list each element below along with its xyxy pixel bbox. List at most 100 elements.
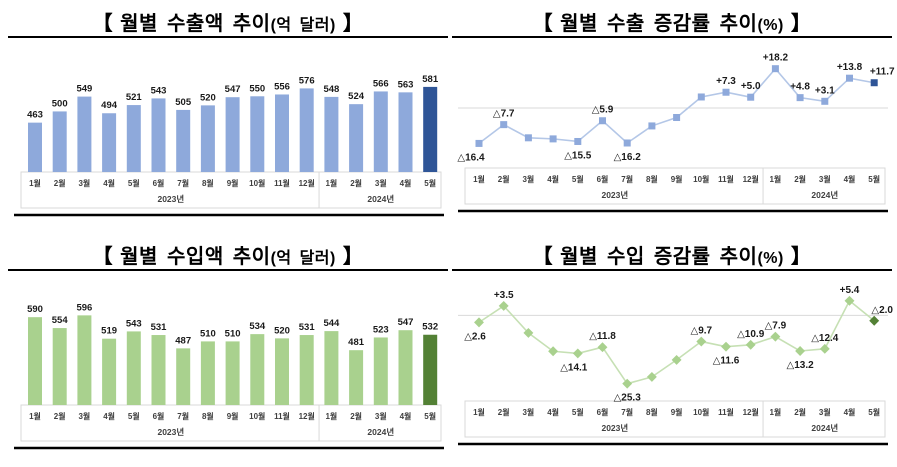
point-label: △11.8 (589, 331, 616, 342)
data-point (500, 121, 508, 129)
month-label: 9월 (227, 411, 239, 421)
month-label: 8월 (646, 174, 658, 184)
export-growth-title: 【 월별 수출 증감률 추이(%) 】 (452, 2, 892, 38)
bar (398, 92, 413, 172)
title-unit: (%) (757, 17, 784, 34)
year-label: 2024년 (367, 194, 394, 204)
title-close-bracket: 】 (342, 246, 364, 268)
month-label: 2월 (498, 407, 510, 417)
bar-value-label: 543 (151, 85, 167, 96)
month-label: 2월 (54, 178, 66, 188)
bar-value-label: 590 (27, 304, 43, 315)
bar-value-label: 523 (373, 324, 389, 335)
bar-value-label: 487 (175, 335, 191, 346)
export-amount-svg: 1월 2월 3월 4월 5월 6월 7월 8월 9월 10월 11월 12월 1월 2월 3월 4월 5월 202… (14, 74, 444, 217)
title-open-bracket: 【 (92, 246, 114, 268)
month-label: 4월 (400, 411, 412, 421)
data-point (622, 378, 633, 389)
point-label: △14.1 (560, 362, 588, 373)
import-amount-title: 【 월별 수입액 추이(억 달러) 】 (8, 235, 448, 271)
bar (299, 88, 314, 172)
bar-value-label: 563 (398, 79, 414, 90)
data-point (475, 139, 483, 147)
year-label: 2023년 (601, 423, 628, 433)
bar-value-label: 548 (323, 84, 339, 95)
month-label: 1월 (325, 411, 337, 421)
data-point (846, 74, 853, 82)
month-label: 4월 (103, 411, 115, 421)
bar-value-label: 576 (299, 75, 315, 86)
title-text: 월별 수출액 추이 (120, 13, 271, 35)
title-open-bracket: 【 (532, 13, 554, 35)
bar-value-label: 566 (373, 78, 389, 89)
bar (151, 98, 166, 172)
bar-value-label: 543 (126, 318, 142, 329)
month-label: 5월 (868, 174, 880, 184)
bar (275, 94, 289, 172)
month-label: 6월 (597, 174, 609, 184)
data-point (474, 317, 484, 328)
month-label: 4월 (844, 174, 856, 184)
bar-value-label: 596 (76, 302, 92, 313)
bar (423, 334, 438, 405)
bar-value-label: 549 (76, 84, 92, 95)
point-label: +11.7 (870, 67, 895, 78)
bar (275, 338, 289, 405)
data-point (673, 114, 681, 122)
axis-box (464, 167, 886, 205)
data-point (722, 88, 730, 96)
point-label: △2.0 (871, 305, 893, 316)
bar-value-label: 547 (225, 84, 241, 95)
month-label: 3월 (522, 174, 534, 184)
bar-value-label: 520 (200, 92, 216, 103)
month-label: 12월 (299, 178, 315, 188)
month-label: 7월 (621, 174, 633, 184)
import-amount-svg: 1월 2월 3월 4월 5월 6월 7월 8월 9월 10월 11월 12월 1월 2월 3월 4월 5월 202… (14, 302, 444, 450)
title-unit: (%) (757, 250, 784, 267)
bar-value-label: 547 (398, 317, 414, 328)
bar-value-label: 534 (249, 321, 266, 332)
point-label: +18.2 (763, 53, 789, 64)
month-label: 5월 (572, 407, 584, 417)
bar-value-label: 531 (299, 322, 316, 333)
month-label: 3월 (375, 178, 387, 188)
month-label: 5월 (128, 411, 140, 421)
month-label: 3월 (78, 178, 90, 188)
year-label: 2024년 (811, 423, 838, 433)
month-label: 1월 (29, 178, 41, 188)
export-amount-title: 【 월별 수출액 추이(억 달러) 】 (8, 2, 448, 38)
month-label: 2월 (350, 178, 362, 188)
bar (398, 330, 413, 405)
month-label: 2월 (350, 411, 362, 421)
month-label: 4월 (547, 407, 559, 417)
month-label: 12월 (299, 411, 315, 421)
month-label: 7월 (177, 411, 189, 421)
month-label: 11월 (718, 174, 734, 184)
bar (423, 86, 438, 172)
title-close-bracket: 】 (342, 13, 364, 35)
bar-value-label: 500 (52, 98, 68, 109)
bar (126, 331, 141, 405)
point-label: +3.1 (815, 85, 835, 96)
data-point (721, 341, 731, 352)
month-label: 10월 (693, 407, 709, 417)
export-amount-panel: 【월별 수출액 추이(억 달러)】 1월 2월 3월 4월 5월 6월 7월 8월 9월 10월 1… (8, 2, 448, 217)
point-label: △7.7 (493, 109, 515, 120)
month-label: 2월 (794, 174, 806, 184)
data-point (648, 122, 656, 130)
bar-value-label: 521 (126, 92, 143, 103)
month-label: 6월 (153, 411, 165, 421)
year-label: 2023년 (601, 190, 628, 200)
bar-value-label: 581 (422, 74, 439, 85)
bar (52, 111, 67, 172)
bar (52, 328, 67, 405)
bar (28, 317, 42, 405)
month-label: 2월 (794, 407, 806, 417)
bar (250, 334, 265, 405)
year-label: 2023년 (157, 427, 184, 437)
title-unit: (억 달러) (270, 250, 336, 267)
month-label: 9월 (671, 174, 683, 184)
title-open-bracket: 【 (92, 13, 114, 35)
point-label: △25.3 (614, 393, 642, 404)
month-label: 2월 (54, 411, 66, 421)
